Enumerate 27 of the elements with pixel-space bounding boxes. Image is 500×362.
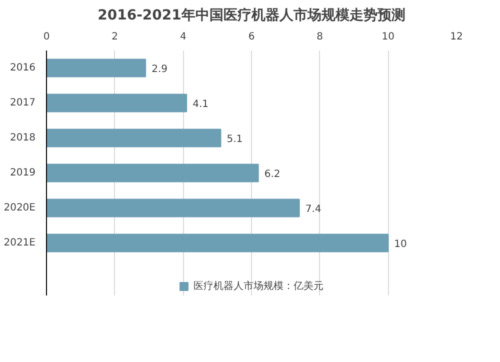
- x-tick-label: 8: [316, 32, 324, 42]
- x-tick-label: 6: [248, 32, 255, 42]
- x-tick-label: 0: [43, 32, 50, 42]
- bar: [46, 94, 188, 112]
- data-label: 4.1: [192, 99, 208, 110]
- data-label: 6.2: [264, 169, 280, 180]
- bar: [46, 128, 222, 148]
- data-label: 5.1: [226, 134, 243, 145]
- chart-title: 2016-2021年中国医疗机器人市场规模走势预测: [98, 6, 406, 24]
- bar: [46, 234, 389, 252]
- data-label: 10: [394, 239, 407, 250]
- y-tick-label: 2018: [10, 132, 36, 144]
- y-tick-label: 2017: [10, 98, 36, 108]
- bar: [46, 198, 300, 218]
- x-tick-label: 2: [112, 32, 118, 42]
- x-tick-label: 4: [180, 32, 186, 42]
- data-label: 7.4: [305, 204, 322, 215]
- x-tick-label: 12: [450, 32, 463, 42]
- y-tick-label: 2016: [10, 62, 36, 74]
- y-tick-label: 2021E: [4, 238, 36, 248]
- legend-label: 医疗机器人市场规模：亿美元: [194, 280, 324, 293]
- data-label: 2.9: [152, 64, 168, 75]
- bar: [46, 164, 259, 182]
- y-tick-label: 2020E: [4, 202, 36, 214]
- x-tick-label: 10: [382, 32, 395, 42]
- bar: [46, 58, 146, 78]
- y-tick-label: 2019: [10, 168, 36, 178]
